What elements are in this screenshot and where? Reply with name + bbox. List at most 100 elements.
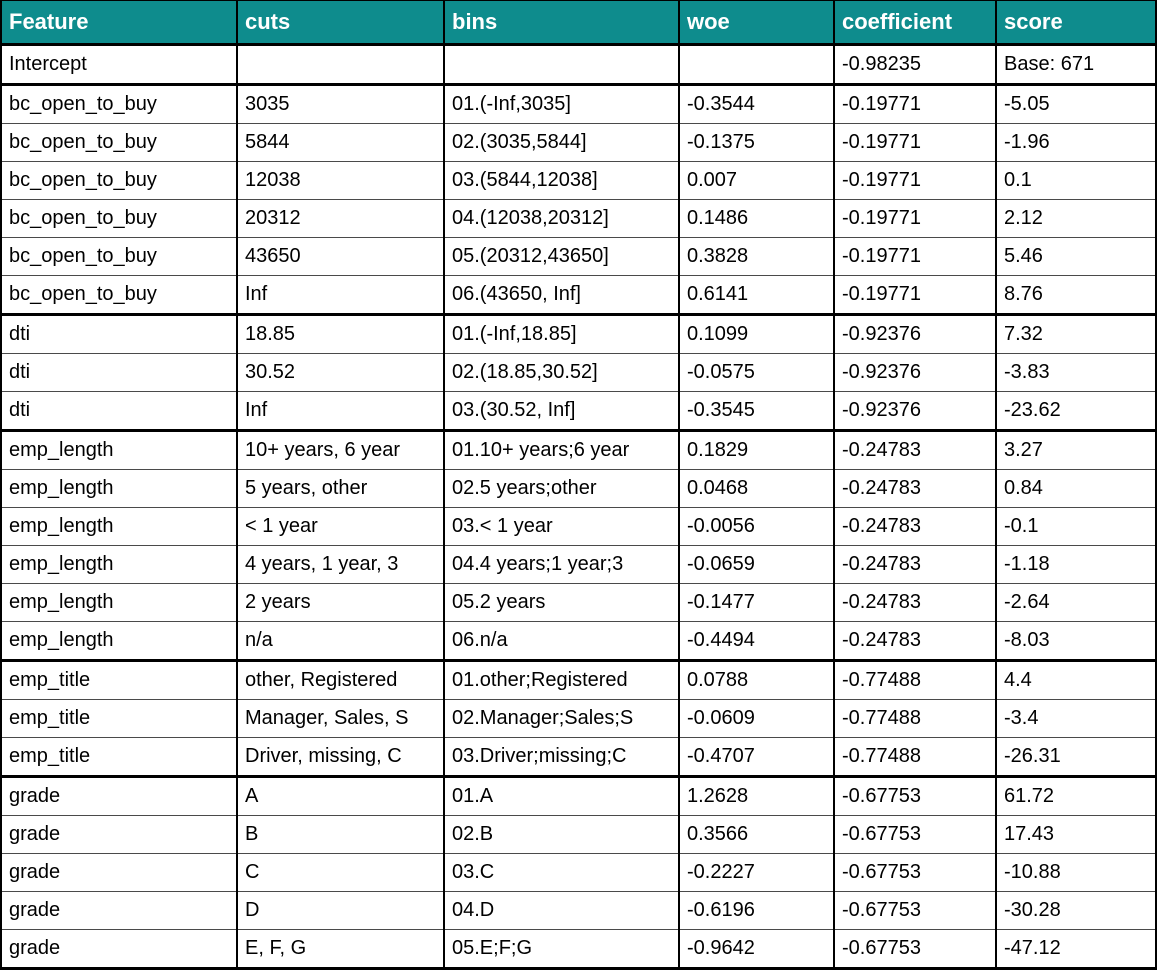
- cell-woe[interactable]: 0.0468: [678, 469, 834, 508]
- cell-bins[interactable]: 04.(12038,20312]: [443, 199, 679, 238]
- cell-coefficient[interactable]: -0.24783: [833, 621, 996, 661]
- cell-feature[interactable]: emp_length: [1, 545, 237, 584]
- cell-bins[interactable]: 03.(5844,12038]: [443, 161, 679, 200]
- column-header-coefficient[interactable]: coefficient: [833, 0, 996, 46]
- cell-score[interactable]: 0.1: [995, 161, 1156, 200]
- cell-score[interactable]: -0.1: [995, 507, 1156, 546]
- cell-score[interactable]: 8.76: [995, 275, 1156, 315]
- cell-woe[interactable]: -0.0575: [678, 353, 834, 392]
- cell-score[interactable]: Base: 671: [995, 44, 1156, 85]
- cell-score[interactable]: -3.83: [995, 353, 1156, 392]
- cell-score[interactable]: 17.43: [995, 815, 1156, 854]
- cell-woe[interactable]: -0.1375: [678, 123, 834, 162]
- cell-score[interactable]: 4.4: [995, 659, 1156, 700]
- cell-score[interactable]: 2.12: [995, 199, 1156, 238]
- cell-bins[interactable]: 01.(-Inf,18.85]: [443, 313, 679, 354]
- cell-score[interactable]: 0.84: [995, 469, 1156, 508]
- cell-cuts[interactable]: A: [236, 775, 444, 816]
- cell-score[interactable]: 5.46: [995, 237, 1156, 276]
- cell-bins[interactable]: 06.n/a: [443, 621, 679, 661]
- cell-woe[interactable]: 0.3828: [678, 237, 834, 276]
- cell-bins[interactable]: 01.10+ years;6 year: [443, 429, 679, 470]
- cell-bins[interactable]: 02.Manager;Sales;S: [443, 699, 679, 738]
- cell-feature[interactable]: emp_title: [1, 699, 237, 738]
- cell-feature[interactable]: grade: [1, 853, 237, 892]
- cell-feature[interactable]: emp_length: [1, 583, 237, 622]
- cell-coefficient[interactable]: -0.19771: [833, 123, 996, 162]
- cell-bins[interactable]: 03.Driver;missing;C: [443, 737, 679, 777]
- cell-cuts[interactable]: 5 years, other: [236, 469, 444, 508]
- cell-feature[interactable]: dti: [1, 391, 237, 431]
- cell-bins[interactable]: 02.(3035,5844]: [443, 123, 679, 162]
- cell-coefficient[interactable]: -0.92376: [833, 313, 996, 354]
- cell-score[interactable]: 3.27: [995, 429, 1156, 470]
- cell-coefficient[interactable]: -0.67753: [833, 929, 996, 969]
- cell-coefficient[interactable]: -0.77488: [833, 659, 996, 700]
- cell-feature[interactable]: grade: [1, 815, 237, 854]
- cell-feature[interactable]: grade: [1, 775, 237, 816]
- cell-coefficient[interactable]: -0.24783: [833, 429, 996, 470]
- column-header-bins[interactable]: bins: [443, 0, 679, 46]
- cell-coefficient[interactable]: -0.77488: [833, 737, 996, 777]
- cell-coefficient[interactable]: -0.24783: [833, 469, 996, 508]
- cell-woe[interactable]: [678, 44, 834, 85]
- cell-cuts[interactable]: Inf: [236, 391, 444, 431]
- cell-cuts[interactable]: 4 years, 1 year, 3: [236, 545, 444, 584]
- cell-bins[interactable]: 02.B: [443, 815, 679, 854]
- cell-bins[interactable]: 02.(18.85,30.52]: [443, 353, 679, 392]
- cell-cuts[interactable]: 10+ years, 6 year: [236, 429, 444, 470]
- cell-woe[interactable]: 0.1486: [678, 199, 834, 238]
- cell-woe[interactable]: -0.4494: [678, 621, 834, 661]
- cell-score[interactable]: -8.03: [995, 621, 1156, 661]
- cell-woe[interactable]: -0.9642: [678, 929, 834, 969]
- cell-coefficient[interactable]: -0.19771: [833, 83, 996, 124]
- cell-cuts[interactable]: other, Registered: [236, 659, 444, 700]
- cell-coefficient[interactable]: -0.24783: [833, 583, 996, 622]
- cell-coefficient[interactable]: -0.67753: [833, 891, 996, 930]
- cell-cuts[interactable]: Driver, missing, C: [236, 737, 444, 777]
- cell-woe[interactable]: 0.0788: [678, 659, 834, 700]
- cell-cuts[interactable]: < 1 year: [236, 507, 444, 546]
- cell-woe[interactable]: -0.2227: [678, 853, 834, 892]
- cell-woe[interactable]: -0.6196: [678, 891, 834, 930]
- cell-coefficient[interactable]: -0.24783: [833, 545, 996, 584]
- cell-bins[interactable]: 06.(43650, Inf]: [443, 275, 679, 315]
- cell-feature[interactable]: dti: [1, 313, 237, 354]
- cell-feature[interactable]: Intercept: [9, 53, 87, 75]
- cell-feature[interactable]: bc_open_to_buy: [1, 199, 237, 238]
- cell-bins[interactable]: 05.2 years: [443, 583, 679, 622]
- cell-coefficient[interactable]: -0.92376: [833, 353, 996, 392]
- cell-bins[interactable]: 01.(-Inf,3035]: [443, 83, 679, 124]
- cell-cuts[interactable]: 3035: [236, 83, 444, 124]
- cell-woe[interactable]: -0.1477: [678, 583, 834, 622]
- cell-cuts[interactable]: B: [236, 815, 444, 854]
- cell-score[interactable]: -47.12: [995, 929, 1156, 969]
- cell-feature[interactable]: bc_open_to_buy: [1, 275, 237, 315]
- cell-feature[interactable]: grade: [1, 929, 237, 969]
- cell-score[interactable]: -1.18: [995, 545, 1156, 584]
- cell-feature[interactable]: dti: [1, 353, 237, 392]
- cell-cuts[interactable]: E, F, G: [236, 929, 444, 969]
- cell-score[interactable]: -2.64: [995, 583, 1156, 622]
- column-header-woe[interactable]: woe: [678, 0, 834, 46]
- cell-woe[interactable]: 0.1099: [678, 313, 834, 354]
- cell-coefficient[interactable]: -0.92376: [833, 391, 996, 431]
- cell-woe[interactable]: 1.2628: [678, 775, 834, 816]
- cell-cuts[interactable]: 12038: [236, 161, 444, 200]
- column-header-feature[interactable]: Feature: [1, 0, 237, 46]
- cell-woe[interactable]: -0.3544: [678, 83, 834, 124]
- cell-feature[interactable]: grade: [1, 891, 237, 930]
- cell-bins[interactable]: 04.4 years;1 year;3: [443, 545, 679, 584]
- cell-cuts[interactable]: Inf: [236, 275, 444, 315]
- cell-bins[interactable]: 01.A: [443, 775, 679, 816]
- cell-cuts[interactable]: 2 years: [236, 583, 444, 622]
- cell-cuts[interactable]: D: [236, 891, 444, 930]
- cell-woe[interactable]: 0.3566: [678, 815, 834, 854]
- cell-cuts[interactable]: n/a: [236, 621, 444, 661]
- cell-bins[interactable]: 03.< 1 year: [443, 507, 679, 546]
- cell-woe[interactable]: 0.1829: [678, 429, 834, 470]
- cell-score[interactable]: -26.31: [995, 737, 1156, 777]
- cell-coefficient[interactable]: -0.19771: [833, 161, 996, 200]
- cell-feature[interactable]: emp_length: [1, 469, 237, 508]
- column-header-score[interactable]: score: [995, 0, 1156, 46]
